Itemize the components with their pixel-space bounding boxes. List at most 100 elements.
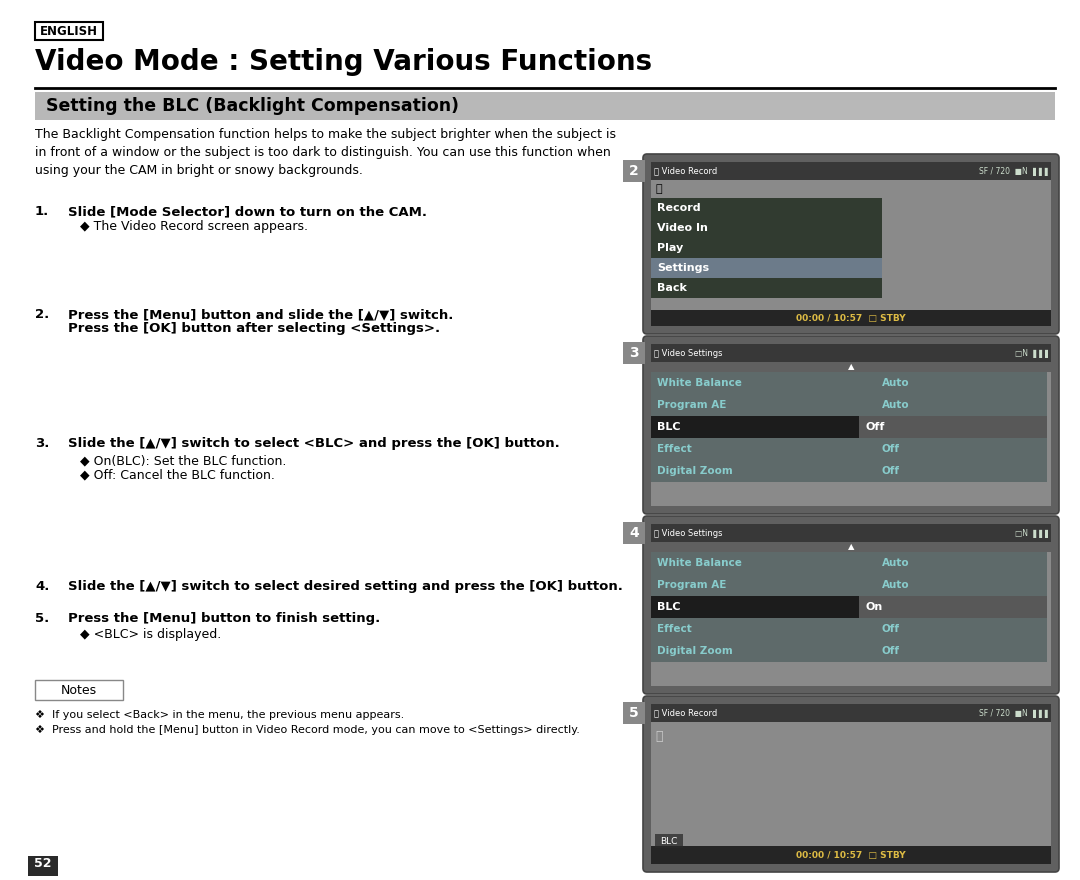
Text: White Balance: White Balance <box>657 378 742 388</box>
Text: 📷: 📷 <box>654 730 662 743</box>
Bar <box>654 834 683 848</box>
Text: On: On <box>865 602 882 612</box>
Text: 📷: 📷 <box>654 184 662 194</box>
Bar <box>623 160 645 182</box>
Text: 5.: 5. <box>35 612 50 625</box>
Bar <box>651 460 1047 482</box>
Bar <box>651 524 1051 686</box>
Bar <box>651 310 1051 326</box>
Text: 00:00 / 10:57  □ STBY: 00:00 / 10:57 □ STBY <box>796 850 906 860</box>
Text: Effect: Effect <box>657 444 692 454</box>
Text: ◆ Off: Cancel the BLC function.: ◆ Off: Cancel the BLC function. <box>80 468 275 481</box>
Bar <box>623 702 645 724</box>
Bar <box>651 618 1047 640</box>
Bar <box>651 278 882 298</box>
Text: 📹 Video Settings: 📹 Video Settings <box>654 529 723 538</box>
Text: Back: Back <box>657 283 687 293</box>
FancyBboxPatch shape <box>643 696 1059 872</box>
Text: Slide the [▲/▼] switch to select <BLC> and press the [OK] button.: Slide the [▲/▼] switch to select <BLC> a… <box>68 437 559 450</box>
Text: 2: 2 <box>630 164 639 178</box>
Text: Effect: Effect <box>657 624 692 634</box>
Text: Program AE: Program AE <box>657 400 727 410</box>
Bar <box>651 542 1051 552</box>
Bar <box>35 22 103 40</box>
Text: White Balance: White Balance <box>657 558 742 568</box>
Bar <box>651 524 1051 542</box>
Text: Play: Play <box>657 243 684 253</box>
Text: 2.: 2. <box>35 308 50 321</box>
Bar <box>651 846 1051 864</box>
Bar <box>651 704 1051 722</box>
Text: Record: Record <box>657 203 701 213</box>
Text: Settings: Settings <box>657 263 710 273</box>
Text: SF / 720  ■N ▐▐▐: SF / 720 ■N ▐▐▐ <box>980 166 1048 175</box>
Bar <box>651 416 1047 438</box>
Text: Program AE: Program AE <box>657 580 727 590</box>
Text: BLC: BLC <box>657 422 680 432</box>
Text: Slide [Mode Selector] down to turn on the CAM.: Slide [Mode Selector] down to turn on th… <box>68 205 427 218</box>
Text: BLC: BLC <box>660 837 677 846</box>
Text: ▲: ▲ <box>848 363 854 371</box>
Text: 5: 5 <box>630 706 639 720</box>
Bar <box>35 92 1055 120</box>
Polygon shape <box>28 856 58 876</box>
Text: 📹 Video Record: 📹 Video Record <box>654 166 717 175</box>
Text: 📹 Video Record: 📹 Video Record <box>654 708 717 717</box>
Text: Press the [Menu] button and slide the [▲/▼] switch.: Press the [Menu] button and slide the [▲… <box>68 308 454 321</box>
Bar <box>623 522 645 544</box>
Text: Notes: Notes <box>60 684 97 696</box>
Bar <box>623 342 645 364</box>
Text: ◆ <BLC> is displayed.: ◆ <BLC> is displayed. <box>80 628 221 641</box>
Text: Setting the BLC (Backlight Compensation): Setting the BLC (Backlight Compensation) <box>46 97 459 115</box>
Bar <box>651 198 882 218</box>
Bar <box>651 344 1051 506</box>
Bar <box>859 596 1047 618</box>
Text: Off: Off <box>882 646 900 656</box>
Bar <box>651 238 882 258</box>
Text: Auto: Auto <box>882 378 909 388</box>
Text: ENGLISH: ENGLISH <box>40 25 98 38</box>
Text: Off: Off <box>865 422 885 432</box>
Text: Auto: Auto <box>882 558 909 568</box>
FancyBboxPatch shape <box>643 516 1059 694</box>
Bar <box>651 704 1051 864</box>
Text: ❖  Press and hold the [Menu] button in Video Record mode, you can move to <Setti: ❖ Press and hold the [Menu] button in Vi… <box>35 725 580 735</box>
Text: SF / 720  ■N ▐▐▐: SF / 720 ■N ▐▐▐ <box>980 708 1048 717</box>
Text: 4: 4 <box>630 526 639 540</box>
Text: □N ▐▐▐: □N ▐▐▐ <box>1015 348 1048 357</box>
Text: ◆ The Video Record screen appears.: ◆ The Video Record screen appears. <box>80 220 308 233</box>
Text: Slide the [▲/▼] switch to select desired setting and press the [OK] button.: Slide the [▲/▼] switch to select desired… <box>68 580 623 593</box>
Text: Digital Zoom: Digital Zoom <box>657 466 732 476</box>
Text: □N ▐▐▐: □N ▐▐▐ <box>1015 529 1048 538</box>
Bar <box>651 640 1047 662</box>
Bar <box>651 344 1051 362</box>
Text: The Backlight Compensation function helps to make the subject brighter when the : The Backlight Compensation function help… <box>35 128 616 177</box>
Text: BLC: BLC <box>657 602 680 612</box>
Text: 52: 52 <box>35 856 52 869</box>
Text: ❖  If you select <Back> in the menu, the previous menu appears.: ❖ If you select <Back> in the menu, the … <box>35 710 404 720</box>
Text: ▲: ▲ <box>848 542 854 552</box>
Text: 📹 Video Settings: 📹 Video Settings <box>654 348 723 357</box>
Bar <box>651 162 1051 180</box>
Bar <box>651 218 882 238</box>
Bar <box>651 372 1047 394</box>
Text: ◆ On(BLC): Set the BLC function.: ◆ On(BLC): Set the BLC function. <box>80 454 286 467</box>
Text: Off: Off <box>882 624 900 634</box>
FancyBboxPatch shape <box>643 336 1059 514</box>
Text: Video Mode : Setting Various Functions: Video Mode : Setting Various Functions <box>35 48 652 76</box>
Bar <box>651 438 1047 460</box>
Text: 00:00 / 10:57  □ STBY: 00:00 / 10:57 □ STBY <box>796 313 906 322</box>
Bar <box>651 596 1047 618</box>
Bar <box>651 362 1051 372</box>
Bar <box>651 180 1051 198</box>
Bar <box>651 162 1051 326</box>
Text: 3: 3 <box>630 346 638 360</box>
Bar <box>651 258 882 278</box>
Text: Off: Off <box>882 466 900 476</box>
Bar <box>651 574 1047 596</box>
Text: Video In: Video In <box>657 223 707 233</box>
Text: Press the [OK] button after selecting <Settings>.: Press the [OK] button after selecting <S… <box>68 322 441 335</box>
Bar <box>859 416 1047 438</box>
Text: Auto: Auto <box>882 580 909 590</box>
Bar <box>651 394 1047 416</box>
